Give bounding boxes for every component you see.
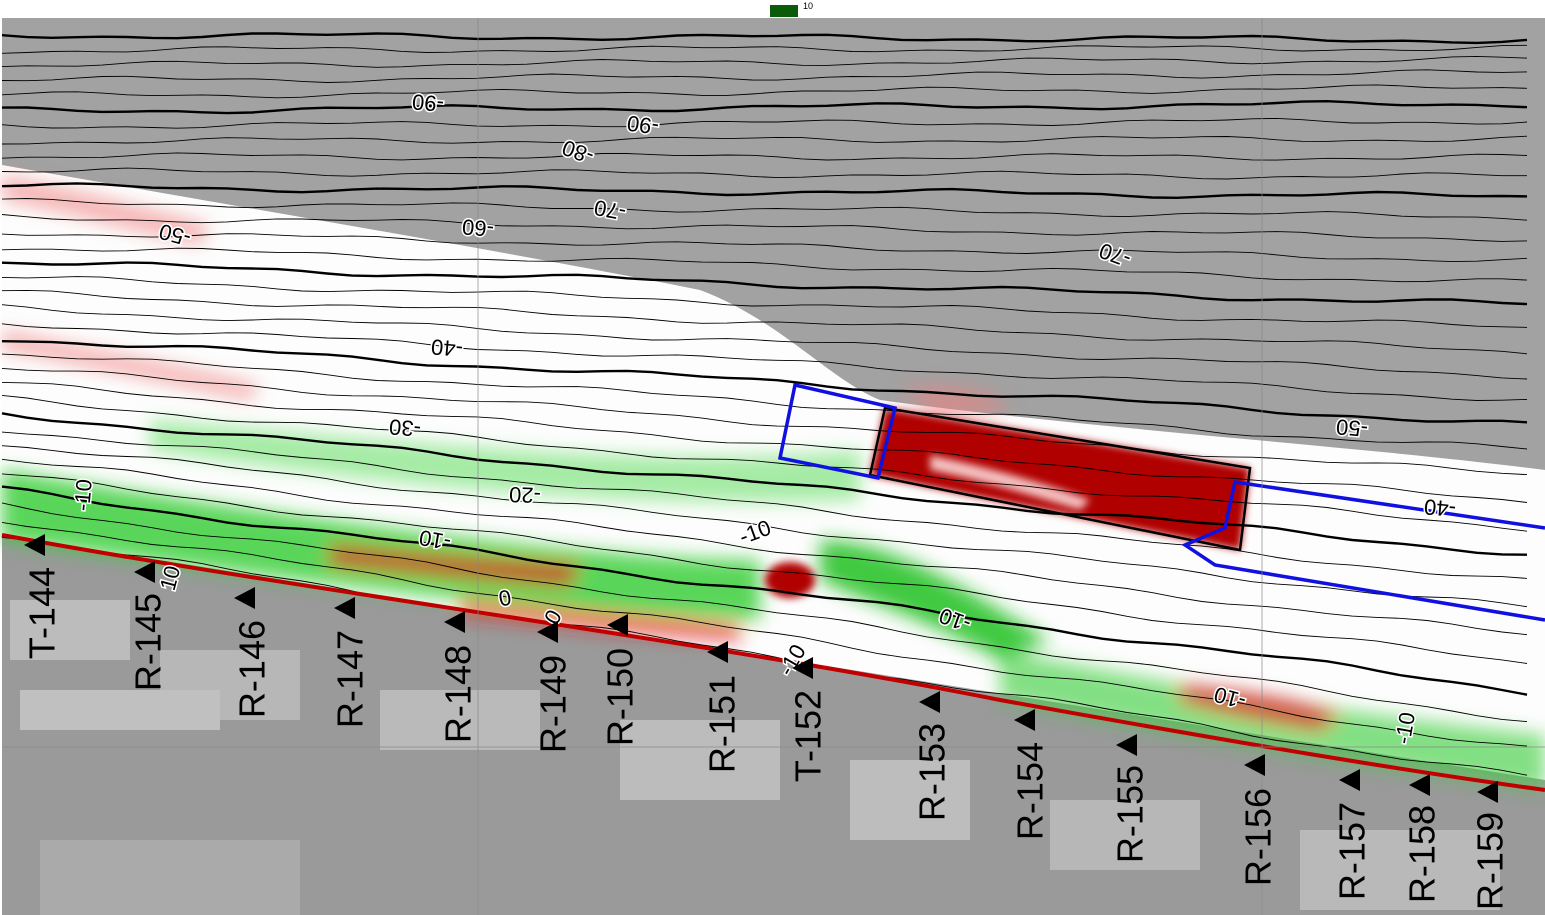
contour-line <box>1 502 1528 723</box>
legend-swatch <box>770 5 798 17</box>
contour-line <box>1 353 1528 450</box>
contour-line <box>1 167 1527 180</box>
borrow-area <box>777 382 898 481</box>
monument-label: R-157 <box>1332 802 1373 900</box>
monument-label: R-155 <box>1110 765 1151 863</box>
monument-marker <box>234 587 255 609</box>
contour-lines <box>1 32 1528 776</box>
contour-line <box>1 247 1528 283</box>
contour-line <box>1 152 1528 161</box>
monument-marker <box>334 597 355 619</box>
land-texture <box>10 600 1500 915</box>
contour-line <box>1 276 1528 328</box>
contour-line <box>1 99 1528 115</box>
monument-marker <box>444 611 465 633</box>
contour-line <box>1 261 1528 306</box>
contour-line <box>1 198 1528 221</box>
contour-label: -30 <box>388 414 422 442</box>
monument-marker <box>1409 774 1430 796</box>
monument-label: R-151 <box>702 675 743 773</box>
monument-marker <box>537 621 558 643</box>
monument-marker <box>134 561 155 583</box>
contour-line <box>1 69 1528 83</box>
monument-marker <box>1477 781 1498 803</box>
change-shading <box>2 175 1545 790</box>
contour-line <box>1 304 1528 380</box>
contour-label: -40 <box>1423 494 1457 522</box>
contour-label: -50 <box>1335 414 1369 442</box>
contour-label: -90 <box>626 110 661 139</box>
contour-line <box>1 445 1528 608</box>
monument-label: R-146 <box>232 620 273 718</box>
contour-line <box>1 233 1528 263</box>
monument-label: R-149 <box>533 655 574 753</box>
contour-label: 0 <box>497 585 513 612</box>
contour-line <box>1 340 1528 424</box>
monument-label: R-145 <box>128 593 169 691</box>
contour-label: -40 <box>430 334 464 362</box>
monument-label: R-147 <box>330 630 371 728</box>
contour-label: -20 <box>509 482 542 508</box>
monument-label: R-159 <box>1470 812 1511 910</box>
contour-line <box>1 367 1528 476</box>
shoreline <box>1 533 1545 792</box>
monument-label: R-153 <box>912 723 953 821</box>
dredge-red <box>870 408 1250 550</box>
contour-line <box>1 55 1528 68</box>
borrow-area <box>1181 480 1545 622</box>
labels: -90-90-80-70-60-50-70-40-30-20-10 -10-101… <box>22 88 1511 910</box>
contour-line <box>1 323 1528 401</box>
monument-marker <box>792 657 813 679</box>
monument-marker <box>24 534 45 556</box>
monument-label: R-148 <box>438 645 479 743</box>
contour-line <box>1 473 1528 664</box>
monument-marker <box>1116 734 1137 756</box>
contour-line <box>1 44 1528 54</box>
contour-line <box>1 412 1528 556</box>
monument-marker <box>707 641 728 663</box>
monument-label: R-154 <box>1010 742 1051 840</box>
contour-line <box>1 394 1528 532</box>
contour-label: -10 <box>69 478 97 512</box>
monument-label: R-158 <box>1402 805 1443 903</box>
monument-label: T-144 <box>22 567 63 659</box>
monument-marker <box>1244 754 1265 776</box>
monument-label: R-156 <box>1238 788 1279 886</box>
monument-label: R-150 <box>600 648 641 746</box>
monument-marker <box>607 614 628 636</box>
legend-label: 10 <box>803 1 813 11</box>
contour-line <box>1 485 1528 696</box>
contour-line <box>1 289 1528 355</box>
monument-marker <box>919 691 940 713</box>
contour-line <box>1 381 1528 503</box>
dredge-inner <box>930 455 1090 510</box>
contour-line <box>1 182 1528 200</box>
map-body <box>1 18 1545 915</box>
monument-label: T-152 <box>788 690 829 782</box>
contour-line <box>1 32 1528 45</box>
contour-line <box>1 431 1528 579</box>
monument-marker <box>1339 769 1360 791</box>
contour-label: -90 <box>411 89 445 117</box>
contour-label: -60 <box>461 214 495 242</box>
dredge-outline <box>868 406 1252 552</box>
contour-line <box>1 458 1528 636</box>
contour-line <box>1 214 1528 242</box>
contour-line <box>1 536 1528 776</box>
monument-marker <box>1014 709 1035 731</box>
contour-line <box>1 117 1528 129</box>
contour-line <box>1 135 1528 145</box>
contour-line <box>1 521 1528 747</box>
contour-line <box>1 84 1528 99</box>
